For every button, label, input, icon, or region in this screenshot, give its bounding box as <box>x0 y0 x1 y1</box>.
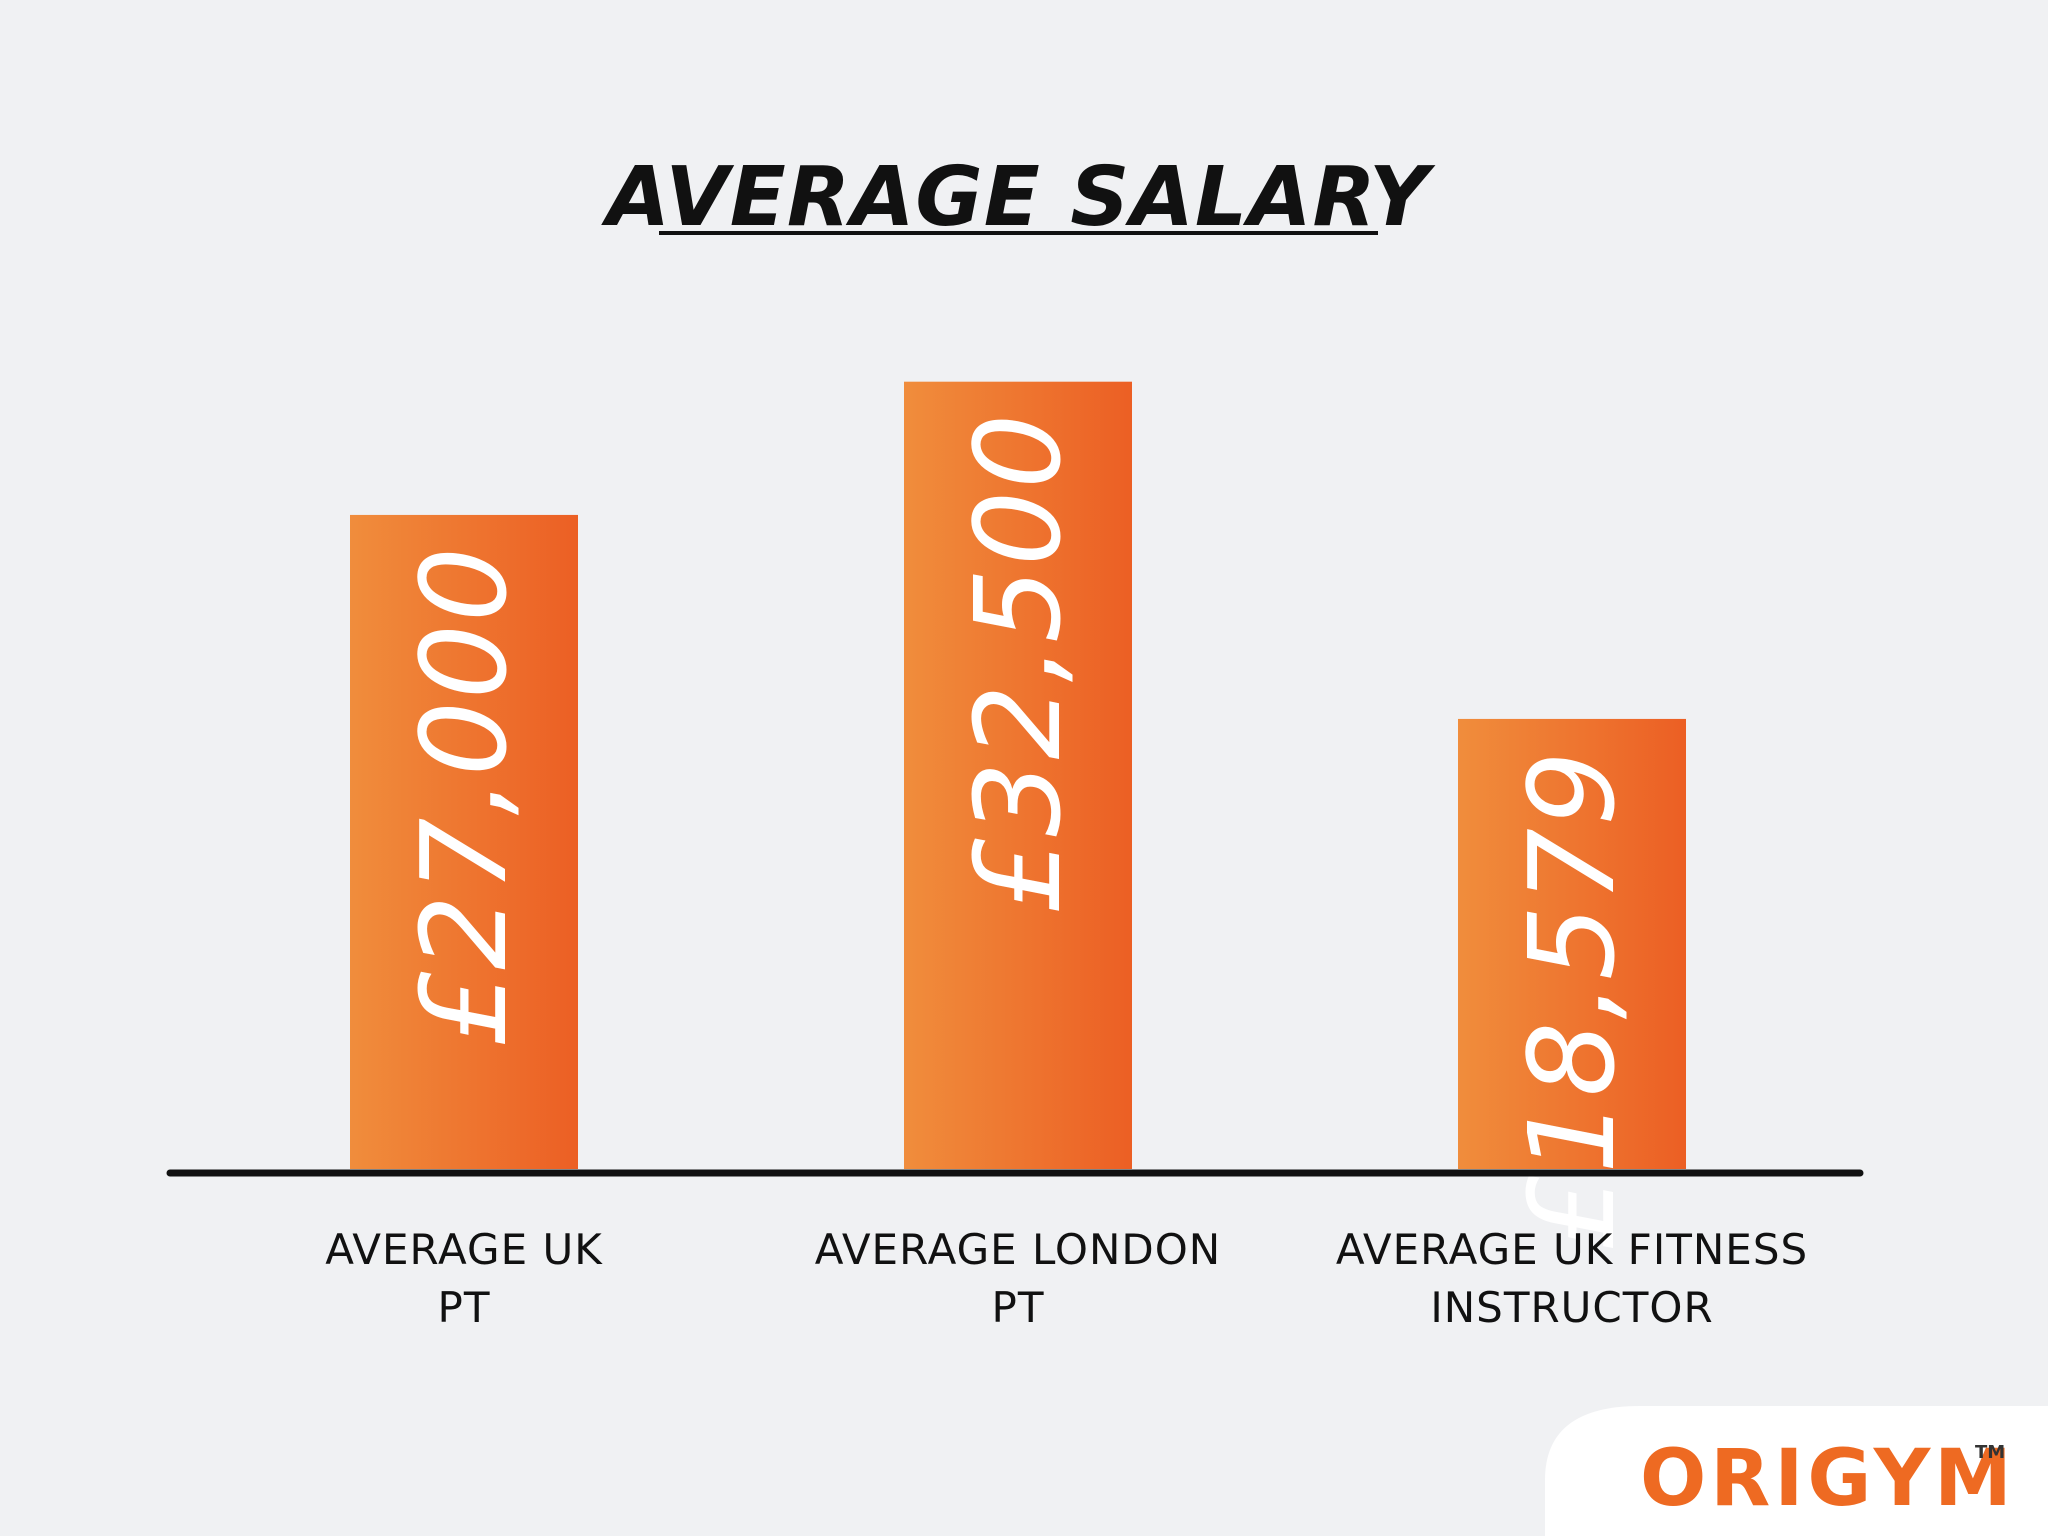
category-label-1-line-1: AVERAGE UK <box>325 1225 603 1274</box>
value-labels-layer: £27,000 £32,500 £18,579 <box>395 412 1641 1251</box>
category-label-3-line-2: INSTRUCTOR <box>1430 1283 1713 1332</box>
bars-layer <box>350 381 1686 1169</box>
category-label-1-line-2: PT <box>438 1283 491 1332</box>
bar-1 <box>350 514 578 1169</box>
logo-text: ORIGYM <box>1640 1434 2016 1524</box>
bar-2 <box>904 381 1132 1169</box>
category-labels-layer: AVERAGE UK PT AVERAGE LONDON PT AVERAGE UK F… <box>325 1225 1808 1332</box>
logo-corner-shape <box>1545 1406 2048 1536</box>
logo-trademark: TM <box>1975 1442 2005 1463</box>
bar-value-label-1: £27,000 <box>395 545 533 1047</box>
brand-logo: ORIGYM TM <box>1545 1406 2048 1536</box>
chart-title: AVERAGE SALARY <box>600 150 1436 245</box>
bar-3 <box>1458 718 1686 1169</box>
bar-value-label-3: £18,579 <box>1503 749 1641 1251</box>
bar-value-label-2: £32,500 <box>949 412 1087 914</box>
category-label-2-line-1: AVERAGE LONDON <box>815 1225 1221 1274</box>
category-label-3-line-1: AVERAGE UK FITNESS <box>1336 1225 1808 1274</box>
category-label-2-line-2: PT <box>992 1283 1045 1332</box>
